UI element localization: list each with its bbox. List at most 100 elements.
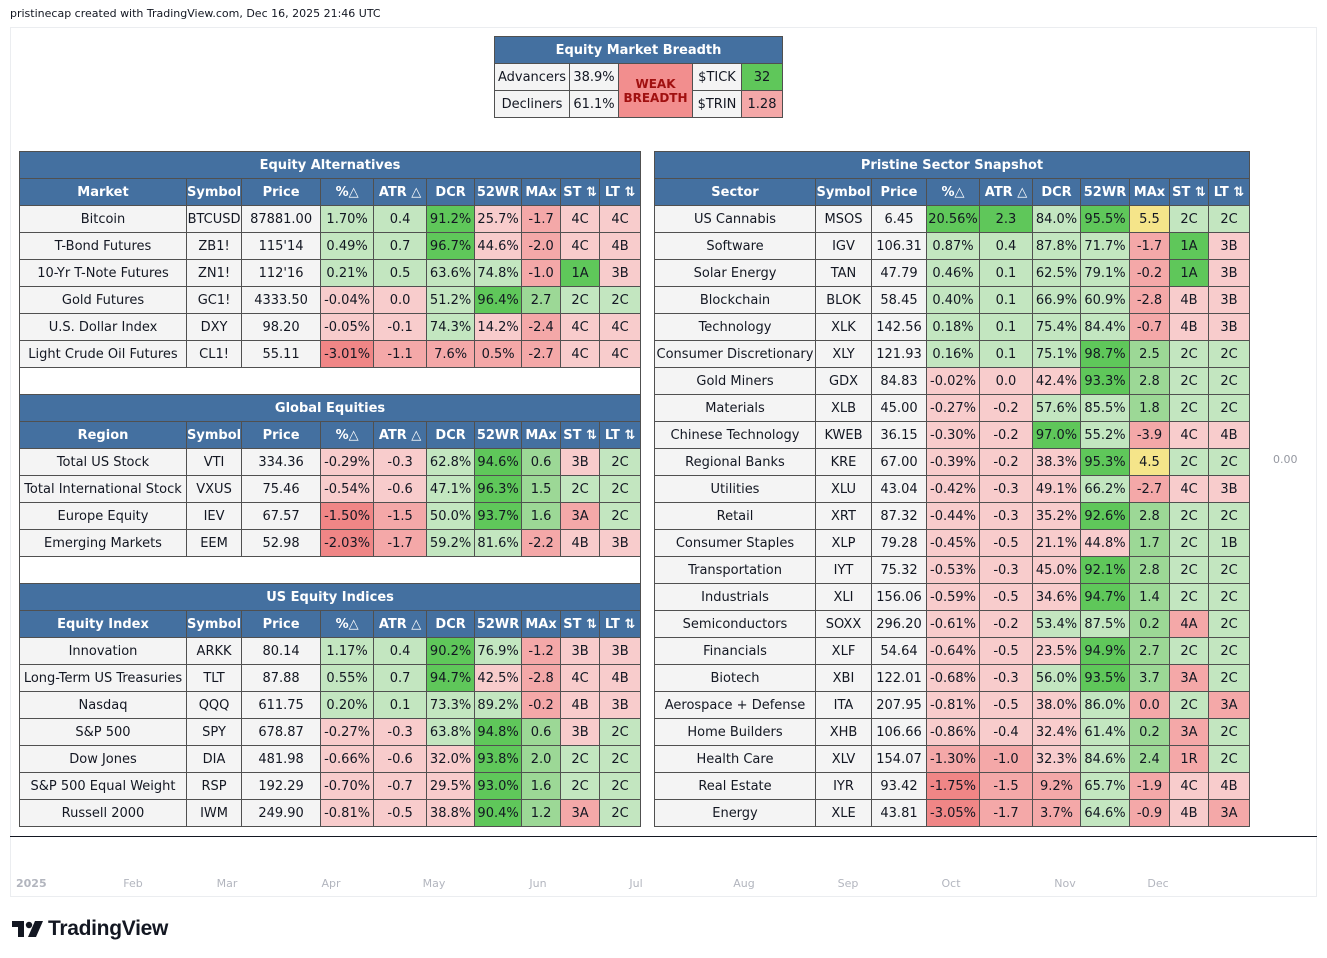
table-cell: ITA xyxy=(815,691,872,719)
table-row: S&P 500 Equal Weight RSP 192.29 -0.70% -0.7 2… xyxy=(19,772,642,800)
table-cell: 4C xyxy=(560,313,601,341)
table-row: Chinese Technology KWEB 36.15 -0.30% -0.2 97.… xyxy=(654,421,1250,449)
table-cell: 93.3% xyxy=(1080,367,1130,395)
table-cell: 3A xyxy=(1169,664,1209,692)
table-cell: -0.5 xyxy=(979,529,1033,557)
table-cell: 62.8% xyxy=(426,448,476,476)
table-cell: 334.36 xyxy=(241,448,322,476)
table-cell: -2.2 xyxy=(521,529,562,557)
table-cell: 2C xyxy=(599,475,642,503)
table-cell: 2C xyxy=(599,448,642,476)
table-cell: 2C xyxy=(560,745,601,773)
row-label: Gold Miners xyxy=(654,367,816,395)
table-cell: 4C xyxy=(560,664,601,692)
table-cell: 56.0% xyxy=(1032,664,1081,692)
section-title: Equity Alternatives xyxy=(18,151,642,179)
table-cell: -0.6 xyxy=(373,475,428,503)
table-cell: -0.2 xyxy=(979,394,1033,422)
table-cell: -0.2 xyxy=(521,691,562,719)
chart-credit: pristinecap created with TradingView.com… xyxy=(10,7,381,20)
table-cell: -0.64% xyxy=(926,637,980,665)
table-cell: GC1! xyxy=(185,286,243,314)
row-label: Blockchain xyxy=(654,286,816,314)
table-cell: 4B xyxy=(1169,799,1209,827)
table-cell: 96.3% xyxy=(474,475,523,503)
table-cell: -0.54% xyxy=(320,475,375,503)
table-cell: TLT xyxy=(185,664,243,692)
table-cell: -0.45% xyxy=(926,529,980,557)
table-cell: 2C xyxy=(1208,637,1250,665)
table-cell: -0.3 xyxy=(373,718,428,746)
table-cell: 57.6% xyxy=(1032,394,1081,422)
table-cell: -1.30% xyxy=(926,745,980,773)
table-cell: 4B xyxy=(1208,421,1250,449)
table-cell: 3A xyxy=(560,799,601,827)
column-header: ST ⇅ xyxy=(560,421,601,449)
table-cell: 2.5 xyxy=(1129,340,1170,368)
table-cell: TAN xyxy=(815,259,872,287)
table-cell: 3A xyxy=(1169,718,1209,746)
table-row: Europe Equity IEV 67.57 -1.50% -1.5 50.0% 93.7… xyxy=(19,502,642,530)
table-cell: 2.8 xyxy=(1129,502,1170,530)
table-cell: 2C xyxy=(1169,367,1209,395)
column-header: Symbol xyxy=(815,178,872,206)
table-row: Materials XLB 45.00 -0.27% -0.2 57.6% 85.5% 1.8… xyxy=(654,394,1250,422)
column-header: ST ⇅ xyxy=(560,610,601,638)
table-cell: 0.4 xyxy=(373,637,428,665)
table-cell: 42.5% xyxy=(474,664,523,692)
table-cell: 3B xyxy=(560,718,601,746)
table-cell: 4C xyxy=(560,232,601,260)
row-label: Materials xyxy=(654,394,816,422)
table-cell: 44.6% xyxy=(474,232,523,260)
table-cell: 4C xyxy=(599,313,642,341)
table-cell: 0.46% xyxy=(926,259,980,287)
row-label: Aerospace + Defense xyxy=(654,691,816,719)
column-header: Price xyxy=(241,610,322,638)
table-cell: -0.04% xyxy=(320,286,375,314)
table-cell: -0.2 xyxy=(1129,259,1170,287)
table-cell: 58.45 xyxy=(871,286,927,314)
table-cell: 3B xyxy=(1208,313,1250,341)
table-cell: -0.42% xyxy=(926,475,980,503)
table-cell: XLP xyxy=(815,529,872,557)
table-cell: 4.5 xyxy=(1129,448,1170,476)
table-cell: 91.2% xyxy=(426,205,476,233)
table-cell: -0.7 xyxy=(1129,313,1170,341)
advancers-label: Advancers xyxy=(494,63,570,91)
tradingview-logo[interactable]: TradingView xyxy=(12,917,168,941)
table-cell: -0.81% xyxy=(926,691,980,719)
table-cell: -2.7 xyxy=(1129,475,1170,503)
table-cell: 0.4 xyxy=(979,232,1033,260)
table-cell: 2.0 xyxy=(521,745,562,773)
table-cell: 84.6% xyxy=(1080,745,1130,773)
table-cell: 142.56 xyxy=(871,313,927,341)
breadth-status-line: WEAK xyxy=(635,76,676,91)
table-cell: 73.3% xyxy=(426,691,476,719)
table-cell: 84.83 xyxy=(871,367,927,395)
table-cell: DIA xyxy=(185,745,243,773)
table-cell: 98.20 xyxy=(241,313,322,341)
table-cell: 38.0% xyxy=(1032,691,1081,719)
time-axis-label: 2025 xyxy=(16,877,47,890)
table-cell: -0.81% xyxy=(320,799,375,827)
table-cell: -1.7 xyxy=(373,529,428,557)
table-cell: CL1! xyxy=(185,340,243,368)
table-cell: 3A xyxy=(1208,799,1250,827)
table-cell: 0.40% xyxy=(926,286,980,314)
table-cell: 1A xyxy=(1169,259,1209,287)
table-row: Software IGV 106.31 0.87% 0.4 87.8% 71.7% -1.7 1… xyxy=(654,232,1250,260)
table-cell: 3B xyxy=(599,691,642,719)
table-cell: -0.61% xyxy=(926,610,980,638)
table-row: Energy XLE 43.81 -3.05% -1.7 3.7% 64.6% -0.9 4B 3… xyxy=(654,799,1250,827)
table-cell: 75.46 xyxy=(241,475,322,503)
table-cell: -0.44% xyxy=(926,502,980,530)
table-cell: -0.27% xyxy=(926,394,980,422)
table-cell: 75.4% xyxy=(1032,313,1081,341)
table-cell: 2C xyxy=(1169,691,1209,719)
column-header: 52WR xyxy=(474,178,523,206)
decliners-value: 61.1% xyxy=(569,90,619,118)
sector-snapshot-table: Pristine Sector Snapshot Sector Symbol Pric… xyxy=(654,151,1250,827)
table-cell: 90.4% xyxy=(474,799,523,827)
table-cell: 2.7 xyxy=(1129,637,1170,665)
time-axis-label: Sep xyxy=(837,877,859,890)
